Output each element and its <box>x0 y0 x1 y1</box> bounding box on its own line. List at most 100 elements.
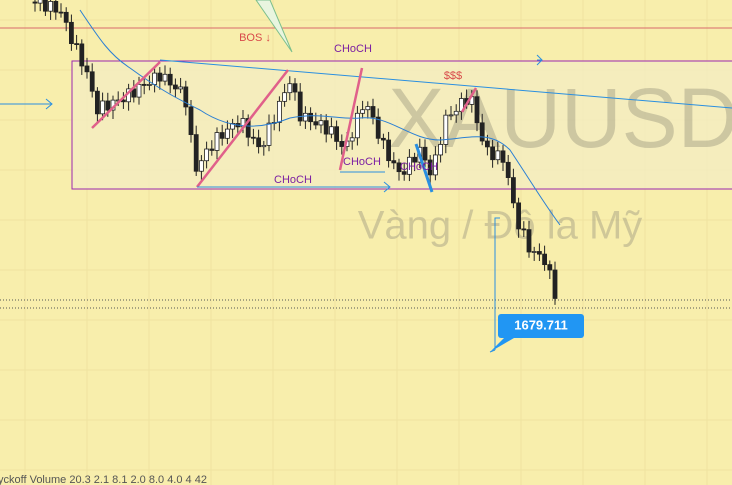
candle-body <box>209 148 215 151</box>
choch-label: CHoCH <box>274 174 312 186</box>
candle-body <box>448 114 454 117</box>
candle-body <box>479 122 485 142</box>
candle-body <box>69 21 74 45</box>
candle-body <box>287 83 293 94</box>
choch-label: CHoCH <box>400 161 438 173</box>
candle-body <box>141 83 147 86</box>
candle-body <box>162 73 168 82</box>
candle-body <box>188 106 194 136</box>
candle-body <box>178 86 184 90</box>
candle-body <box>256 137 262 148</box>
candle-body <box>219 132 225 139</box>
candle-body <box>490 146 496 161</box>
candle-body <box>79 43 85 67</box>
candle-body <box>266 122 272 146</box>
candle-body <box>526 229 532 253</box>
price-label: 1679.711 <box>514 317 568 332</box>
candle-body <box>95 90 100 115</box>
candle-body <box>276 100 282 123</box>
candle-body <box>230 123 236 130</box>
candle-body <box>328 126 334 135</box>
bos-label: BOS ↓ <box>239 32 271 44</box>
arrows <box>0 54 543 353</box>
candle-body <box>380 137 386 141</box>
candle-body <box>365 106 371 111</box>
indicator-legend: yckoff Volume 20.3 2.1 8.1 2.0 8.0 4.0 4… <box>0 474 207 485</box>
candle-body <box>261 144 267 148</box>
candle-body <box>63 11 69 23</box>
candle-body <box>375 116 381 139</box>
candle-body <box>48 1 53 12</box>
candle-body <box>282 92 288 102</box>
candle-body <box>537 251 542 255</box>
candle-body <box>297 91 303 122</box>
candle-body <box>412 156 418 163</box>
swing-lines <box>91 61 478 188</box>
candle-body <box>193 134 199 172</box>
candle-body <box>406 156 412 175</box>
candle-body <box>89 71 95 92</box>
candle-body <box>84 65 90 73</box>
choch-label: CHoCH <box>334 43 372 55</box>
candle-body <box>183 86 189 108</box>
range-box <box>71 60 732 190</box>
liquidity-label: $$$ <box>444 70 462 82</box>
candle-body <box>443 114 449 145</box>
candle-body <box>105 100 111 111</box>
price-label-tail <box>490 338 514 352</box>
candle-body <box>146 84 152 86</box>
candle-body <box>308 112 314 123</box>
candle-body <box>474 96 480 124</box>
candle-body <box>531 251 537 253</box>
candle-body <box>339 141 345 147</box>
candle-body <box>204 148 210 162</box>
candle-body <box>495 150 501 161</box>
candle-body <box>245 118 251 138</box>
candle-body <box>547 264 553 271</box>
candle-body <box>37 0 43 4</box>
trend-line <box>159 59 732 109</box>
price-label-box <box>498 314 584 338</box>
candle-body <box>214 132 220 151</box>
candle-body <box>505 161 511 178</box>
candle-body <box>58 11 64 14</box>
candle-body <box>453 110 459 116</box>
candle-body <box>500 150 506 163</box>
candle-body <box>542 253 547 266</box>
callout-tail <box>255 0 293 53</box>
candle-body <box>172 84 178 90</box>
candle-body <box>157 72 163 82</box>
candle-body <box>152 72 158 85</box>
candle-body <box>432 154 438 176</box>
candle-body <box>53 1 59 13</box>
candle-body <box>318 120 324 126</box>
candle-body <box>370 106 376 118</box>
candle-body <box>360 109 366 114</box>
candle-body <box>136 83 142 98</box>
candle-body <box>334 126 340 142</box>
candle-body <box>323 120 329 135</box>
candle-body <box>349 137 355 142</box>
candle-body <box>438 144 444 156</box>
candle-body <box>302 112 308 122</box>
candle-body <box>401 171 407 175</box>
candle-body <box>484 140 490 148</box>
candle-body <box>510 177 516 204</box>
candle-body <box>516 202 521 230</box>
candle-body <box>521 228 527 231</box>
candle-body <box>167 73 173 86</box>
watermark-description: Vàng / Đô la Mỹ <box>358 204 643 248</box>
choch-label: CHoCH <box>343 156 381 168</box>
candle-body <box>74 43 79 46</box>
candle-body <box>422 146 428 161</box>
candle-body <box>396 162 402 173</box>
candle-body <box>292 83 298 93</box>
candle-body <box>391 160 397 164</box>
candle-body <box>250 136 256 139</box>
candle-body <box>32 1 38 4</box>
candle-body <box>427 159 433 176</box>
candle-body <box>43 0 48 12</box>
candle-body <box>313 121 319 126</box>
